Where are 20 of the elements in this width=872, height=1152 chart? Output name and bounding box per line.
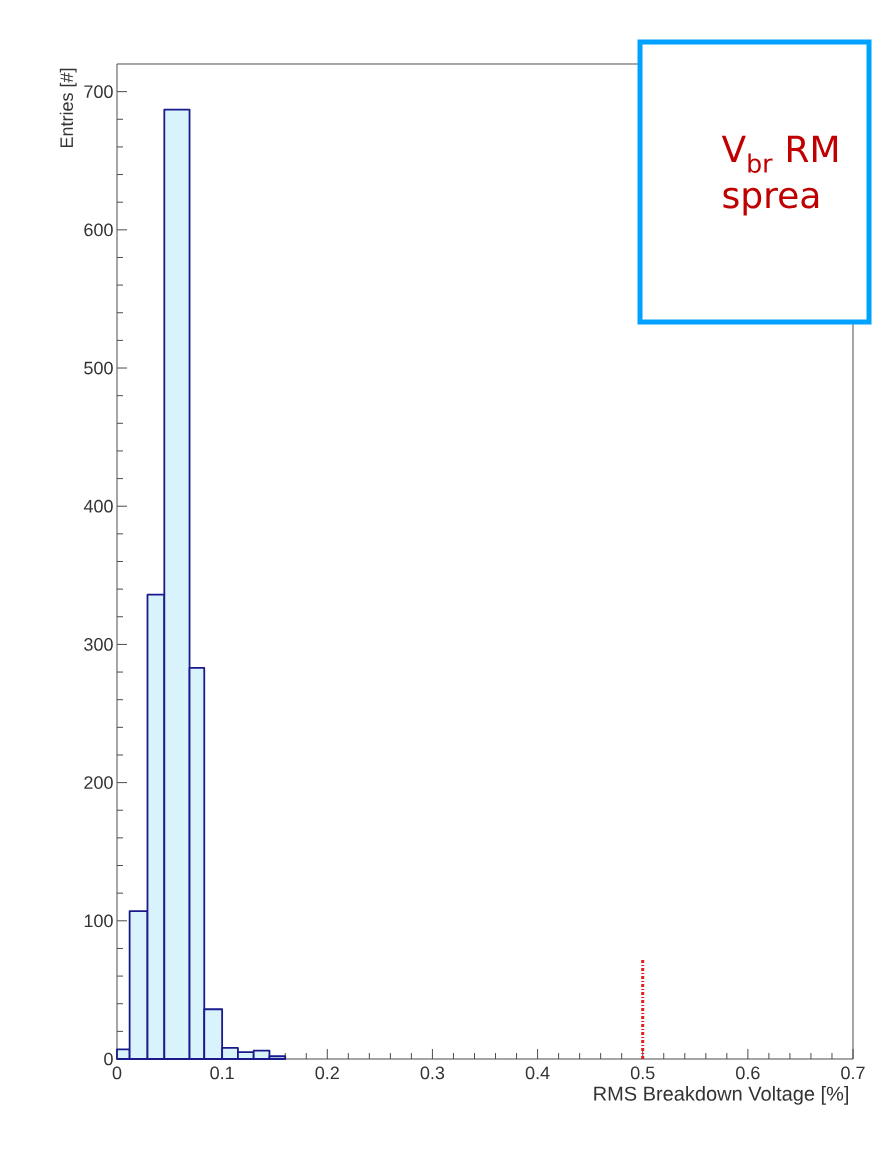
x-tick-label: 0.6 bbox=[736, 1066, 760, 1080]
y-tick-label: 300 bbox=[84, 638, 113, 651]
x-tick-label: 0.1 bbox=[210, 1066, 234, 1080]
x-axis-title: RMS Breakdown Voltage [%] bbox=[594, 1086, 849, 1105]
x-tick-label: 0.2 bbox=[315, 1066, 339, 1080]
y-tick-label: 700 bbox=[84, 85, 113, 98]
annotation: sprea bbox=[723, 187, 819, 216]
y-tick-label: 400 bbox=[83, 499, 113, 513]
y-tick-label: 200 bbox=[84, 776, 113, 789]
annotation: V$_{br}$ RM bbox=[721, 135, 838, 173]
x-tick-label: 0.3 bbox=[420, 1066, 445, 1080]
x-tick-label: 0.7 bbox=[841, 1066, 865, 1080]
y-axis-title: Entries [#] bbox=[59, 68, 77, 148]
y-tick-label: 100 bbox=[84, 914, 113, 928]
x-tick-label: 0.5 bbox=[630, 1066, 655, 1080]
y-tick-label: 600 bbox=[84, 223, 113, 237]
y-tick-label: 500 bbox=[84, 361, 113, 375]
x-tick-label: 0 bbox=[112, 1066, 122, 1080]
x-tick-label: 0.4 bbox=[525, 1066, 550, 1080]
y-tick-label: 0 bbox=[104, 1052, 113, 1066]
